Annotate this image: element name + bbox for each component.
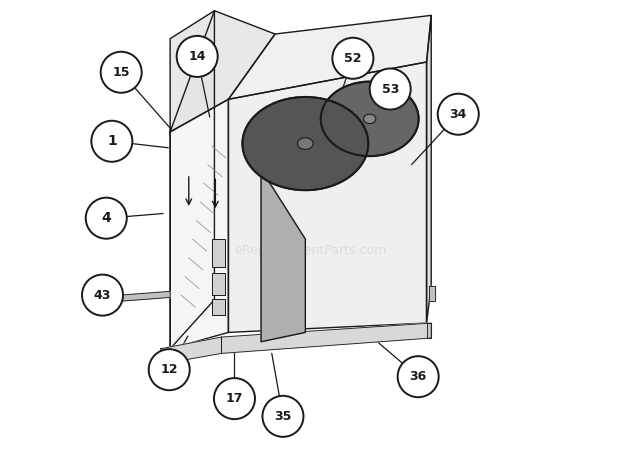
Polygon shape	[221, 323, 432, 353]
Polygon shape	[170, 11, 215, 349]
Circle shape	[397, 356, 439, 397]
Circle shape	[438, 94, 479, 135]
Polygon shape	[261, 169, 305, 342]
Polygon shape	[429, 286, 435, 301]
Ellipse shape	[363, 114, 376, 123]
Text: eReplacementParts.com: eReplacementParts.com	[234, 244, 386, 257]
Polygon shape	[161, 337, 221, 364]
Bar	[211, 239, 224, 267]
Ellipse shape	[242, 97, 368, 190]
Bar	[211, 273, 224, 295]
Text: 17: 17	[226, 392, 243, 405]
Circle shape	[91, 121, 132, 162]
Polygon shape	[427, 15, 432, 323]
Circle shape	[332, 38, 373, 79]
Polygon shape	[170, 99, 228, 349]
Circle shape	[214, 378, 255, 419]
Ellipse shape	[298, 138, 313, 150]
Text: 14: 14	[188, 50, 206, 63]
Text: 12: 12	[161, 363, 178, 376]
Text: 15: 15	[112, 66, 130, 79]
Text: 1: 1	[107, 134, 117, 148]
Circle shape	[262, 396, 303, 437]
Circle shape	[100, 52, 142, 93]
Text: 36: 36	[410, 370, 427, 383]
Polygon shape	[228, 62, 427, 333]
Bar	[106, 290, 115, 303]
Circle shape	[370, 68, 410, 110]
Text: 52: 52	[344, 52, 361, 65]
Circle shape	[149, 349, 190, 390]
Text: 43: 43	[94, 288, 111, 302]
Polygon shape	[170, 11, 275, 132]
Text: 34: 34	[450, 108, 467, 121]
Ellipse shape	[321, 82, 419, 156]
Text: 35: 35	[274, 410, 291, 423]
Text: 4: 4	[102, 211, 111, 225]
Polygon shape	[427, 323, 432, 338]
Text: 53: 53	[381, 83, 399, 96]
Polygon shape	[108, 291, 170, 302]
Circle shape	[177, 36, 218, 77]
Bar	[211, 299, 224, 315]
Circle shape	[86, 197, 126, 239]
Polygon shape	[228, 15, 432, 99]
Circle shape	[82, 274, 123, 316]
